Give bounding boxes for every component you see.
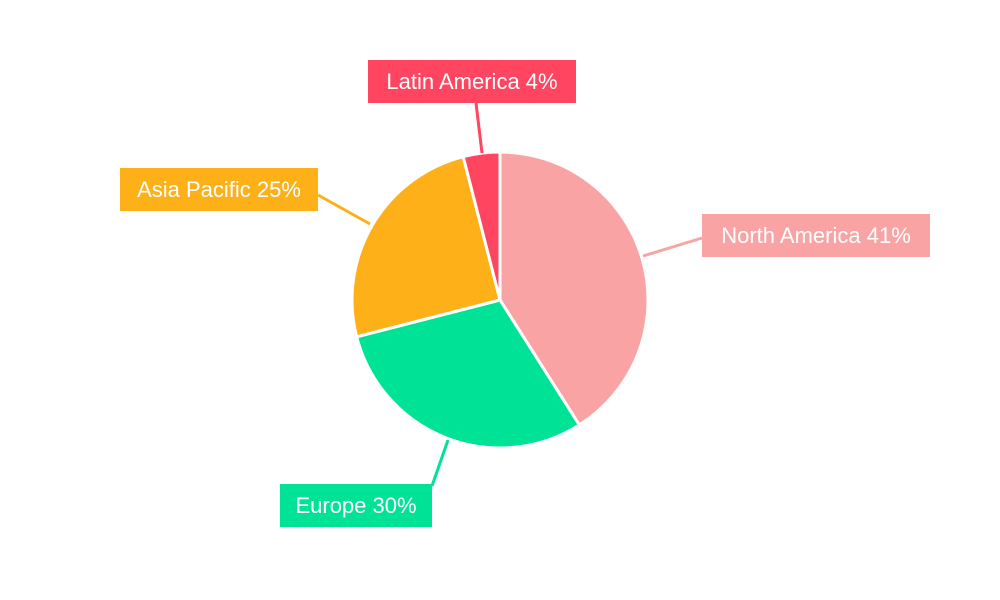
slice-europe[interactable] xyxy=(355,298,581,450)
leader-line-north-america xyxy=(642,236,703,258)
data-label-text: Asia Pacific 25% xyxy=(137,177,301,202)
slice-asia-pacific[interactable] xyxy=(350,155,502,339)
data-label-europe: Europe 30% xyxy=(280,484,432,527)
data-label-box xyxy=(368,60,576,103)
leader-line-latin-america xyxy=(474,102,484,154)
data-label-text: North America 41% xyxy=(721,223,911,248)
data-label-box xyxy=(702,214,930,257)
data-label-text: Europe 30% xyxy=(295,493,416,518)
slice-latin-america[interactable] xyxy=(461,150,502,302)
labels: North America 41% Europe 30% Asia Pacific … xyxy=(120,60,930,527)
leader-line-europe xyxy=(430,439,450,487)
data-label-box xyxy=(280,484,432,527)
data-label-text: Latin America 4% xyxy=(386,69,557,94)
data-label-north-america: North America 41% xyxy=(702,214,930,257)
leader-line-asia-pacific xyxy=(317,193,371,226)
data-label-asia-pacific: Asia Pacific 25% xyxy=(120,168,318,211)
data-label-latin-america: Latin America 4% xyxy=(368,60,576,103)
data-label-box xyxy=(120,168,318,211)
slices xyxy=(350,150,650,450)
